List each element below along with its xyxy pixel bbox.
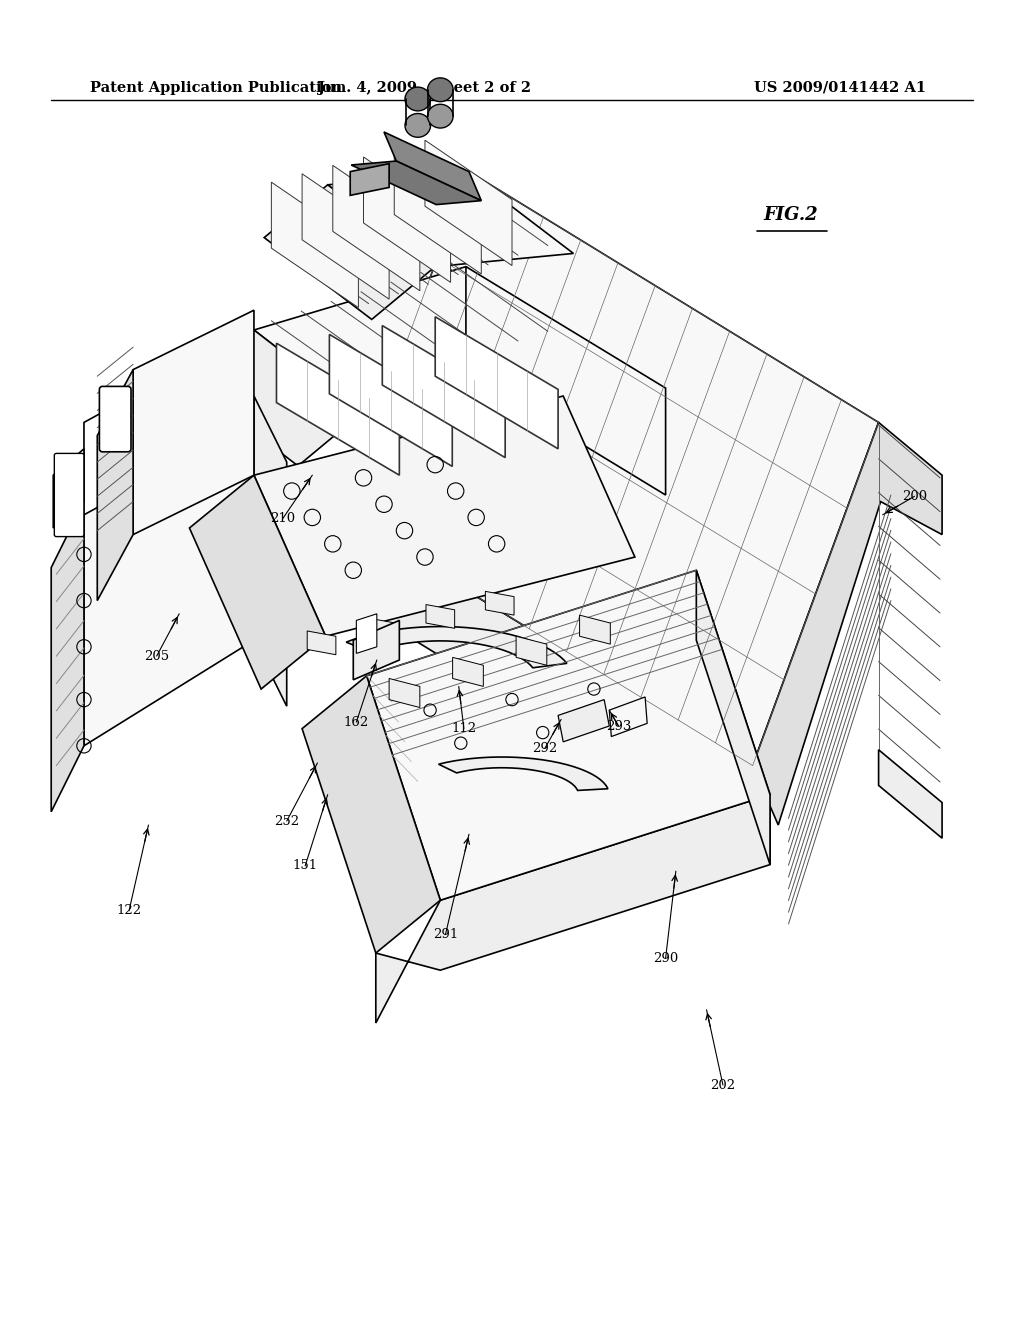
Polygon shape: [351, 161, 481, 205]
Polygon shape: [307, 631, 336, 655]
Polygon shape: [580, 615, 610, 644]
Polygon shape: [276, 343, 399, 475]
Polygon shape: [330, 334, 453, 466]
Polygon shape: [435, 317, 558, 449]
Polygon shape: [367, 618, 395, 642]
FancyBboxPatch shape: [99, 387, 131, 451]
Polygon shape: [753, 422, 942, 825]
Polygon shape: [302, 676, 440, 953]
Polygon shape: [53, 449, 84, 528]
Polygon shape: [350, 164, 389, 195]
Polygon shape: [485, 591, 514, 615]
Polygon shape: [353, 620, 399, 680]
Ellipse shape: [428, 104, 453, 128]
Polygon shape: [264, 185, 435, 319]
Polygon shape: [302, 174, 389, 300]
Polygon shape: [317, 515, 753, 832]
Text: 200: 200: [902, 490, 927, 503]
Text: 202: 202: [711, 1078, 735, 1092]
Text: FIG.2: FIG.2: [763, 206, 818, 224]
Polygon shape: [333, 165, 420, 290]
Polygon shape: [254, 396, 635, 636]
FancyBboxPatch shape: [54, 453, 84, 537]
Text: 162: 162: [344, 715, 369, 729]
Polygon shape: [356, 614, 377, 653]
Polygon shape: [328, 172, 573, 267]
Polygon shape: [364, 157, 451, 282]
Polygon shape: [558, 700, 609, 742]
Polygon shape: [51, 502, 84, 812]
Ellipse shape: [428, 78, 453, 102]
Text: 293: 293: [606, 719, 631, 733]
Text: Jun. 4, 2009   Sheet 2 of 2: Jun. 4, 2009 Sheet 2 of 2: [318, 81, 531, 95]
Text: 292: 292: [532, 742, 557, 755]
Text: US 2009/0141442 A1: US 2009/0141442 A1: [754, 81, 926, 95]
Polygon shape: [254, 267, 573, 413]
Polygon shape: [516, 636, 547, 665]
Polygon shape: [84, 396, 254, 746]
Polygon shape: [84, 356, 205, 515]
Polygon shape: [879, 750, 942, 838]
Ellipse shape: [404, 114, 430, 137]
Polygon shape: [696, 570, 770, 865]
Text: 252: 252: [274, 814, 299, 828]
Text: 151: 151: [293, 859, 317, 873]
Polygon shape: [271, 182, 358, 308]
Ellipse shape: [404, 87, 430, 111]
Polygon shape: [453, 657, 483, 686]
Polygon shape: [438, 758, 608, 791]
Polygon shape: [367, 570, 770, 900]
Polygon shape: [389, 678, 420, 708]
Polygon shape: [394, 149, 481, 275]
Text: 122: 122: [117, 904, 141, 917]
Text: 210: 210: [270, 512, 295, 525]
Polygon shape: [425, 140, 512, 265]
Text: 205: 205: [144, 649, 169, 663]
Polygon shape: [97, 370, 133, 601]
Polygon shape: [254, 396, 287, 706]
Polygon shape: [343, 172, 879, 766]
Text: Patent Application Publication: Patent Application Publication: [90, 81, 342, 95]
Text: 291: 291: [433, 928, 458, 941]
Text: 290: 290: [653, 952, 678, 965]
Polygon shape: [133, 310, 254, 535]
Polygon shape: [190, 330, 361, 466]
Polygon shape: [346, 627, 567, 668]
Polygon shape: [189, 475, 326, 689]
Polygon shape: [466, 267, 666, 495]
Polygon shape: [609, 697, 647, 737]
Polygon shape: [382, 326, 505, 458]
Polygon shape: [376, 795, 770, 1023]
Polygon shape: [426, 605, 455, 628]
Text: 112: 112: [452, 722, 476, 735]
Polygon shape: [384, 132, 481, 201]
